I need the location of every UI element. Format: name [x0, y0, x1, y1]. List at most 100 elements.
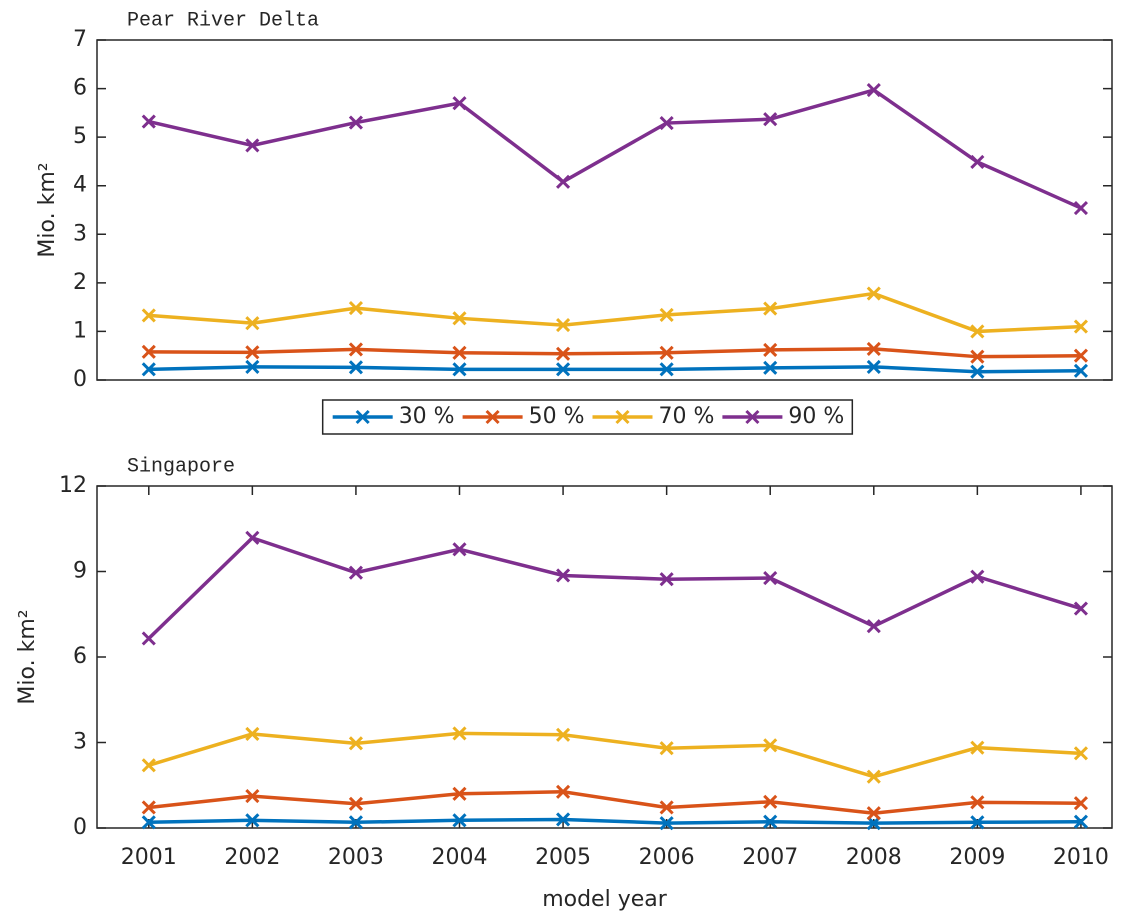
y-tick-label: 12 — [59, 473, 87, 498]
marker — [866, 769, 881, 784]
marker-cross — [141, 308, 156, 323]
marker-cross — [348, 360, 363, 375]
marker-cross — [245, 789, 260, 804]
marker-cross — [1073, 814, 1088, 829]
marker — [659, 307, 674, 322]
marker — [763, 301, 778, 316]
legend-marker — [355, 409, 370, 425]
marker-cross — [659, 115, 674, 131]
y-tick-label: 9 — [73, 559, 87, 584]
marker — [1073, 348, 1088, 363]
marker — [245, 789, 260, 804]
legend-label: 30 % — [399, 404, 455, 429]
marker — [970, 154, 985, 169]
marker — [970, 740, 985, 755]
marker — [348, 342, 363, 357]
marker — [763, 738, 778, 753]
marker — [452, 813, 467, 828]
marker — [452, 362, 467, 377]
marker — [348, 796, 363, 811]
marker — [245, 530, 260, 545]
marker-cross — [452, 311, 467, 326]
series-line — [148, 731, 1082, 779]
marker-cross — [556, 568, 571, 583]
marker — [970, 795, 985, 810]
x-tick-label: 2004 — [432, 845, 488, 870]
marker-cross — [348, 796, 363, 811]
marker-cross — [763, 570, 778, 586]
marker — [245, 726, 260, 742]
marker — [245, 316, 260, 331]
marker — [763, 814, 778, 829]
marker — [141, 800, 156, 815]
marker — [348, 565, 363, 580]
x-tick-label: 2003 — [328, 845, 384, 870]
legend: 30 % 50 % 70 % 90 % — [321, 399, 854, 435]
marker — [763, 342, 778, 357]
series-line — [148, 365, 1081, 374]
marker — [348, 360, 363, 375]
marker-cross — [866, 82, 881, 98]
y-tick-label: 6 — [73, 644, 87, 669]
marker — [556, 812, 571, 827]
marker-cross — [763, 301, 778, 316]
marker-cross — [763, 360, 778, 375]
marker — [452, 542, 467, 557]
marker-cross — [348, 565, 363, 580]
plot-area — [96, 485, 1113, 829]
marker-cross — [141, 815, 156, 830]
marker-cross — [348, 115, 363, 130]
marker-cross — [452, 345, 467, 360]
y-axis-label: Mio. km² — [15, 609, 40, 704]
marker-cross — [141, 114, 156, 129]
marker-cross — [556, 174, 571, 189]
marker-cross — [1073, 319, 1088, 334]
marker — [348, 301, 363, 316]
marker — [452, 311, 467, 326]
marker-cross — [970, 569, 985, 584]
marker-cross — [452, 813, 467, 828]
y-tick-label: 5 — [73, 124, 87, 149]
marker-cross — [1073, 348, 1088, 363]
y-tick-label: 2 — [73, 270, 87, 295]
marker-cross — [245, 813, 260, 828]
x-tick-label: 2007 — [742, 845, 798, 870]
marker-cross — [1073, 601, 1088, 616]
marker-cross — [245, 359, 260, 374]
marker — [659, 572, 674, 587]
y-tick-label: 0 — [73, 367, 87, 392]
marker-cross — [245, 345, 260, 360]
marker-cross — [659, 800, 674, 815]
marker — [970, 364, 985, 379]
marker — [970, 349, 985, 364]
marker-cross — [866, 359, 881, 374]
y-tick-label: 3 — [73, 221, 87, 246]
marker-cross — [556, 362, 571, 377]
series-line — [147, 535, 1082, 640]
marker-cross — [970, 795, 985, 810]
marker-cross — [763, 112, 778, 127]
marker — [659, 741, 674, 756]
marker-cross — [866, 286, 881, 301]
marker — [659, 800, 674, 815]
series-line — [148, 291, 1082, 334]
marker-cross — [763, 814, 778, 829]
marker-cross — [141, 344, 156, 359]
marker — [348, 736, 363, 751]
marker — [659, 816, 674, 831]
marker-cross — [452, 542, 467, 557]
marker — [141, 631, 156, 646]
legend-label: 90 % — [788, 404, 844, 429]
marker-cross — [452, 726, 467, 741]
marker-cross — [245, 530, 260, 545]
marker-cross — [970, 324, 985, 339]
marker-cross — [970, 154, 985, 169]
y-tick-label: 6 — [73, 76, 87, 101]
y-axis-label: Mio. km² — [35, 162, 60, 257]
marker — [556, 362, 571, 377]
marker — [141, 344, 156, 359]
marker — [141, 362, 156, 377]
y-tick-label: 3 — [73, 730, 87, 755]
x-tick-label: 2008 — [846, 845, 902, 870]
